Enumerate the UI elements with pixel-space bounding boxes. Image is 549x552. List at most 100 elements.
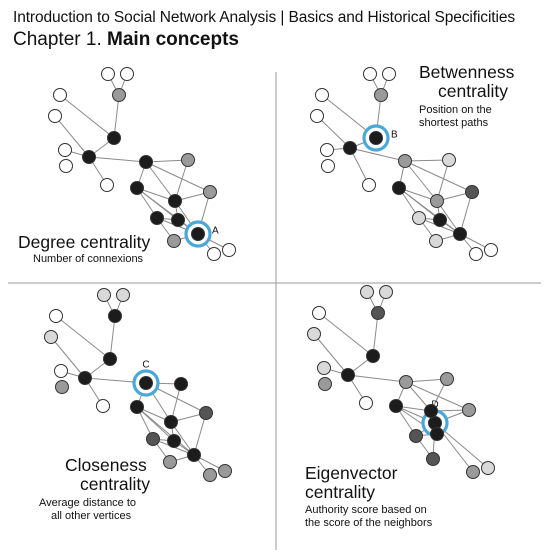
network-node: [204, 186, 217, 199]
network-node: [83, 151, 96, 164]
network-node: [131, 401, 144, 414]
degree-title: Degree centrality: [18, 232, 150, 252]
network-node: [318, 362, 331, 375]
network-node: [55, 365, 68, 378]
betweenness-title-line1: Betwenness: [419, 62, 514, 82]
network-node: [360, 397, 373, 410]
network-node: [140, 156, 153, 169]
network-edge: [399, 188, 460, 234]
network-node: [364, 68, 377, 81]
network-node: [344, 142, 357, 155]
network-node: [164, 456, 177, 469]
network-node: [443, 154, 456, 167]
network-node: [79, 372, 92, 385]
network-node: [485, 244, 498, 257]
network-node: [97, 400, 110, 413]
network-node: [380, 286, 393, 299]
eigenvector-network: D: [308, 286, 495, 479]
highlighted-node: [370, 132, 383, 145]
network-node: [168, 435, 181, 448]
network-node: [430, 235, 443, 248]
network-edge: [348, 375, 406, 382]
network-node: [466, 186, 479, 199]
network-node: [316, 89, 329, 102]
network-node: [413, 212, 426, 225]
network-node: [56, 381, 69, 394]
highlighted-node-label: B: [391, 130, 398, 141]
network-node: [367, 350, 380, 363]
network-edge: [405, 161, 472, 192]
network-node: [434, 214, 447, 227]
network-node: [363, 179, 376, 192]
betweenness-subtitle-line2: shortest paths: [419, 117, 488, 130]
closeness-subtitle-line1: Average distance to: [39, 497, 136, 510]
closeness-network: C: [45, 289, 232, 482]
network-node: [182, 154, 195, 167]
network-node: [321, 144, 334, 157]
network-node: [121, 68, 134, 81]
network-node: [308, 328, 321, 341]
network-node: [431, 428, 444, 441]
network-node: [375, 89, 388, 102]
network-node: [104, 353, 117, 366]
network-node: [470, 248, 483, 261]
network-node: [168, 235, 181, 248]
betweenness-title-line2: centrality: [438, 81, 508, 101]
network-node: [49, 110, 62, 123]
eigenvector-title-line1: Eigenvector: [305, 463, 397, 483]
network-node: [322, 160, 335, 173]
network-node: [188, 449, 201, 462]
network-node: [172, 214, 185, 227]
network-node: [361, 286, 374, 299]
network-node: [410, 430, 423, 443]
network-edge: [89, 157, 146, 162]
degree-subtitle: Number of connexions: [33, 253, 143, 266]
network-node: [390, 400, 403, 413]
network-node: [383, 68, 396, 81]
highlighted-node-label: C: [142, 360, 149, 371]
network-node: [175, 378, 188, 391]
network-node: [319, 378, 332, 391]
network-node: [311, 110, 324, 123]
network-node: [108, 132, 121, 145]
network-node: [117, 289, 130, 302]
network-node: [223, 244, 236, 257]
closeness-title-line2: centrality: [80, 474, 150, 494]
network-node: [482, 462, 495, 475]
network-node: [98, 289, 111, 302]
network-node: [151, 212, 164, 225]
network-node: [101, 179, 114, 192]
network-node: [372, 307, 385, 320]
network-node: [50, 310, 63, 323]
network-node: [200, 407, 213, 420]
network-node: [431, 195, 444, 208]
network-node: [113, 89, 126, 102]
highlighted-node-label: A: [212, 226, 219, 237]
network-node: [165, 416, 178, 429]
network-node: [102, 68, 115, 81]
network-node: [59, 144, 72, 157]
network-node: [204, 469, 217, 482]
network-node: [400, 376, 413, 389]
highlighted-node: [140, 377, 153, 390]
network-node: [342, 369, 355, 382]
network-node: [425, 405, 438, 418]
network-node: [60, 160, 73, 173]
network-node: [131, 182, 144, 195]
network-node: [463, 404, 476, 417]
closeness-title-line1: Closeness: [65, 455, 147, 475]
network-node: [169, 195, 182, 208]
closeness-subtitle-line2: all other vertices: [51, 510, 131, 523]
eigenvector-subtitle-line1: Authority score based on: [305, 504, 427, 517]
network-edge: [146, 162, 175, 201]
network-node: [54, 89, 67, 102]
eigenvector-subtitle-line2: the score of the neighbors: [305, 517, 432, 530]
network-node: [441, 373, 454, 386]
network-node: [399, 155, 412, 168]
network-node: [109, 310, 122, 323]
network-node: [313, 307, 326, 320]
highlighted-node: [192, 228, 205, 241]
network-edge: [146, 162, 210, 192]
network-node: [427, 453, 440, 466]
network-node: [208, 248, 221, 261]
